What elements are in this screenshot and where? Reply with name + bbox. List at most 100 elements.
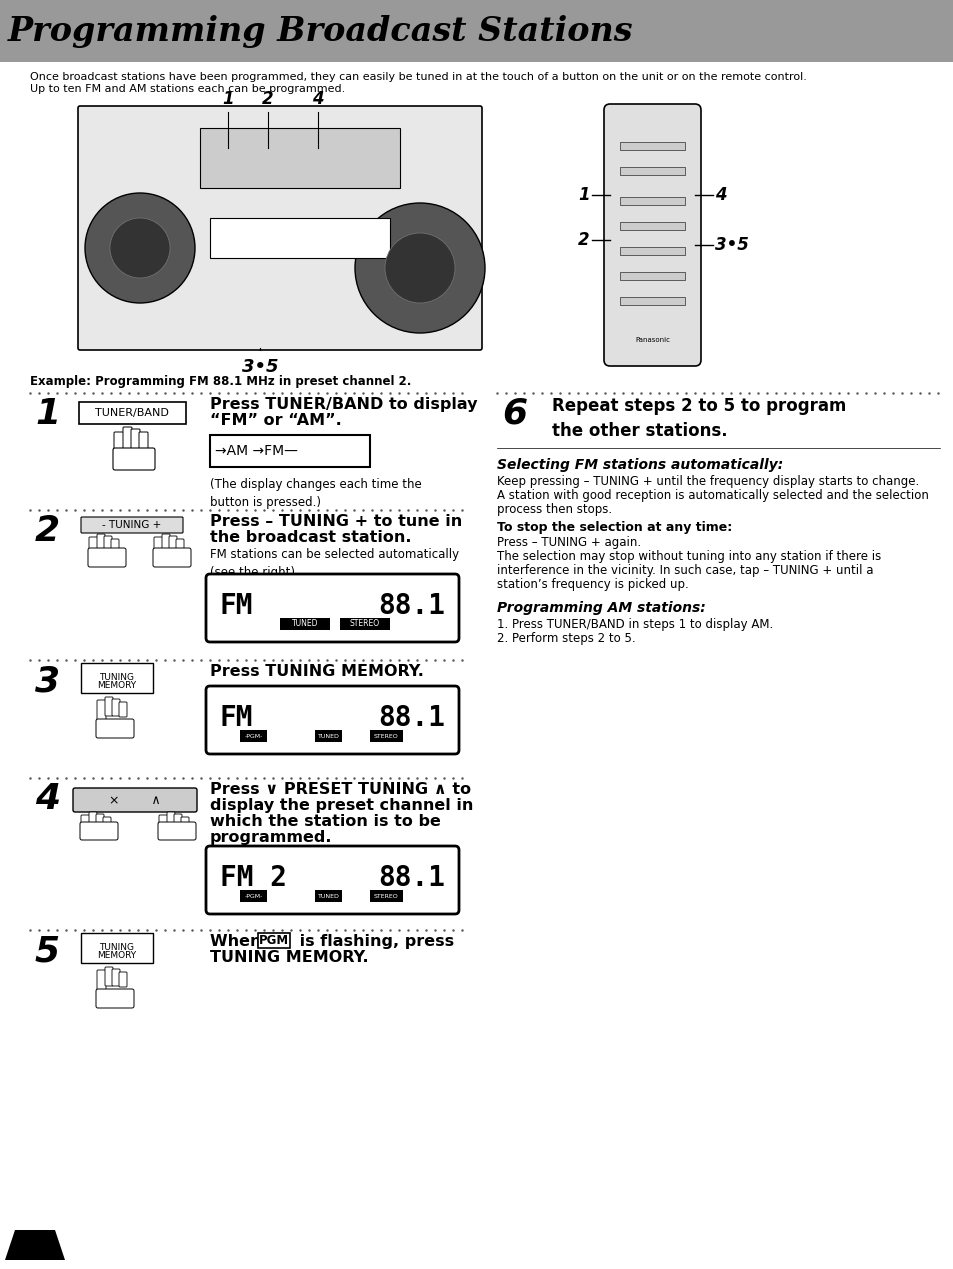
Text: 4: 4: [35, 782, 60, 816]
FancyBboxPatch shape: [80, 822, 118, 840]
Text: the broadcast station.: the broadcast station.: [210, 530, 411, 544]
FancyBboxPatch shape: [123, 426, 132, 449]
Text: Keep pressing – TUNING + until the frequency display starts to change.: Keep pressing – TUNING + until the frequ…: [497, 475, 919, 489]
Text: TUNING: TUNING: [99, 943, 134, 953]
Bar: [210, 218, 390, 258]
Text: 2: 2: [262, 90, 274, 108]
Text: 2: 2: [35, 514, 60, 548]
Text: STEREO: STEREO: [350, 619, 379, 628]
FancyBboxPatch shape: [162, 534, 170, 553]
Text: Programming Broadcast Stations: Programming Broadcast Stations: [8, 14, 633, 47]
Text: 3•5: 3•5: [241, 358, 278, 376]
Text: -PGM-: -PGM-: [244, 733, 263, 739]
Text: 1: 1: [35, 397, 60, 431]
Text: TUNER/BAND: TUNER/BAND: [95, 409, 169, 418]
Text: To stop the selection at any time:: To stop the selection at any time:: [497, 522, 732, 534]
Text: TUNED: TUNED: [292, 619, 318, 628]
FancyBboxPatch shape: [96, 720, 133, 739]
FancyBboxPatch shape: [206, 687, 458, 754]
Text: display the preset channel in: display the preset channel in: [210, 798, 473, 813]
Text: Panasonic: Panasonic: [635, 338, 669, 343]
Bar: [314, 890, 342, 902]
FancyBboxPatch shape: [89, 537, 98, 561]
Text: -PGM-: -PGM-: [244, 893, 263, 898]
FancyBboxPatch shape: [96, 813, 104, 827]
Text: 2. Perform steps 2 to 5.: 2. Perform steps 2 to 5.: [497, 632, 635, 645]
Bar: [619, 272, 684, 280]
Text: Selecting FM stations automatically:: Selecting FM stations automatically:: [497, 458, 782, 472]
Text: 1: 1: [222, 90, 233, 108]
Bar: [240, 730, 267, 742]
Text: is flashing, press: is flashing, press: [294, 934, 454, 949]
FancyBboxPatch shape: [112, 970, 120, 986]
Text: Example: Programming FM 88.1 MHz in preset channel 2.: Example: Programming FM 88.1 MHz in pres…: [30, 376, 411, 388]
Bar: [619, 142, 684, 150]
FancyBboxPatch shape: [79, 402, 186, 424]
Bar: [619, 168, 684, 175]
FancyBboxPatch shape: [105, 697, 112, 716]
Text: TUNING: TUNING: [99, 674, 134, 683]
Text: Programming AM stations:: Programming AM stations:: [497, 602, 705, 615]
Text: Press TUNER/BAND to display: Press TUNER/BAND to display: [210, 397, 477, 412]
FancyBboxPatch shape: [78, 107, 481, 350]
Text: 88.1: 88.1: [377, 704, 444, 732]
FancyBboxPatch shape: [181, 817, 189, 829]
FancyBboxPatch shape: [173, 813, 182, 827]
Text: Once broadcast stations have been programmed, they can easily be tuned in at the: Once broadcast stations have been progra…: [30, 72, 806, 82]
Text: MEMORY: MEMORY: [97, 952, 136, 961]
Text: STEREO: STEREO: [374, 733, 398, 739]
Bar: [619, 222, 684, 230]
Text: Press – TUNING + to tune in: Press – TUNING + to tune in: [210, 514, 462, 529]
FancyBboxPatch shape: [603, 104, 700, 365]
Text: When: When: [210, 934, 267, 949]
Text: which the station is to be: which the station is to be: [210, 813, 440, 829]
Text: MEMORY: MEMORY: [97, 681, 136, 690]
FancyBboxPatch shape: [97, 970, 106, 994]
FancyBboxPatch shape: [81, 815, 90, 835]
FancyBboxPatch shape: [96, 989, 133, 1008]
FancyBboxPatch shape: [152, 548, 191, 567]
FancyBboxPatch shape: [159, 815, 168, 835]
FancyBboxPatch shape: [158, 822, 195, 840]
Text: A station with good reception is automatically selected and the selection: A station with good reception is automat…: [497, 489, 928, 503]
Bar: [619, 197, 684, 206]
FancyBboxPatch shape: [153, 537, 163, 561]
Text: Repeat steps 2 to 5 to program
the other stations.: Repeat steps 2 to 5 to program the other…: [552, 397, 845, 440]
Bar: [339, 618, 390, 629]
FancyBboxPatch shape: [73, 788, 196, 812]
Bar: [0, 0, 953, 62]
FancyBboxPatch shape: [206, 574, 458, 642]
Text: TUNED: TUNED: [317, 893, 339, 898]
Text: PGM: PGM: [258, 934, 289, 948]
FancyBboxPatch shape: [175, 539, 184, 555]
Text: 1. Press TUNER/BAND in steps 1 to display AM.: 1. Press TUNER/BAND in steps 1 to displa…: [497, 618, 773, 631]
Text: 3: 3: [35, 664, 60, 698]
Text: STEREO: STEREO: [374, 893, 398, 898]
Text: Press TUNING MEMORY.: Press TUNING MEMORY.: [210, 664, 423, 679]
Text: station’s frequency is picked up.: station’s frequency is picked up.: [497, 577, 688, 591]
Bar: [280, 618, 330, 629]
Text: 2: 2: [578, 231, 589, 249]
Text: FM: FM: [220, 593, 253, 621]
FancyBboxPatch shape: [112, 699, 120, 716]
Bar: [200, 128, 399, 188]
Text: (The display changes each time the
button is pressed.): (The display changes each time the butto…: [210, 478, 421, 509]
Text: TUNED: TUNED: [317, 733, 339, 739]
FancyBboxPatch shape: [103, 817, 111, 829]
Text: 1: 1: [578, 187, 589, 204]
Text: TUNING MEMORY.: TUNING MEMORY.: [210, 950, 368, 964]
Polygon shape: [5, 1230, 65, 1260]
Bar: [210, 435, 370, 467]
FancyBboxPatch shape: [81, 516, 183, 533]
Text: 88.1: 88.1: [377, 864, 444, 892]
FancyBboxPatch shape: [131, 429, 140, 449]
Circle shape: [385, 233, 455, 303]
FancyBboxPatch shape: [81, 933, 152, 963]
FancyBboxPatch shape: [81, 662, 152, 693]
Text: interference in the vicinity. In such case, tap – TUNING + until a: interference in the vicinity. In such ca…: [497, 563, 873, 577]
Text: 5: 5: [35, 934, 60, 968]
Text: Press – TUNING + again.: Press – TUNING + again.: [497, 536, 640, 549]
FancyBboxPatch shape: [112, 448, 154, 470]
Bar: [619, 247, 684, 255]
Bar: [257, 933, 290, 948]
